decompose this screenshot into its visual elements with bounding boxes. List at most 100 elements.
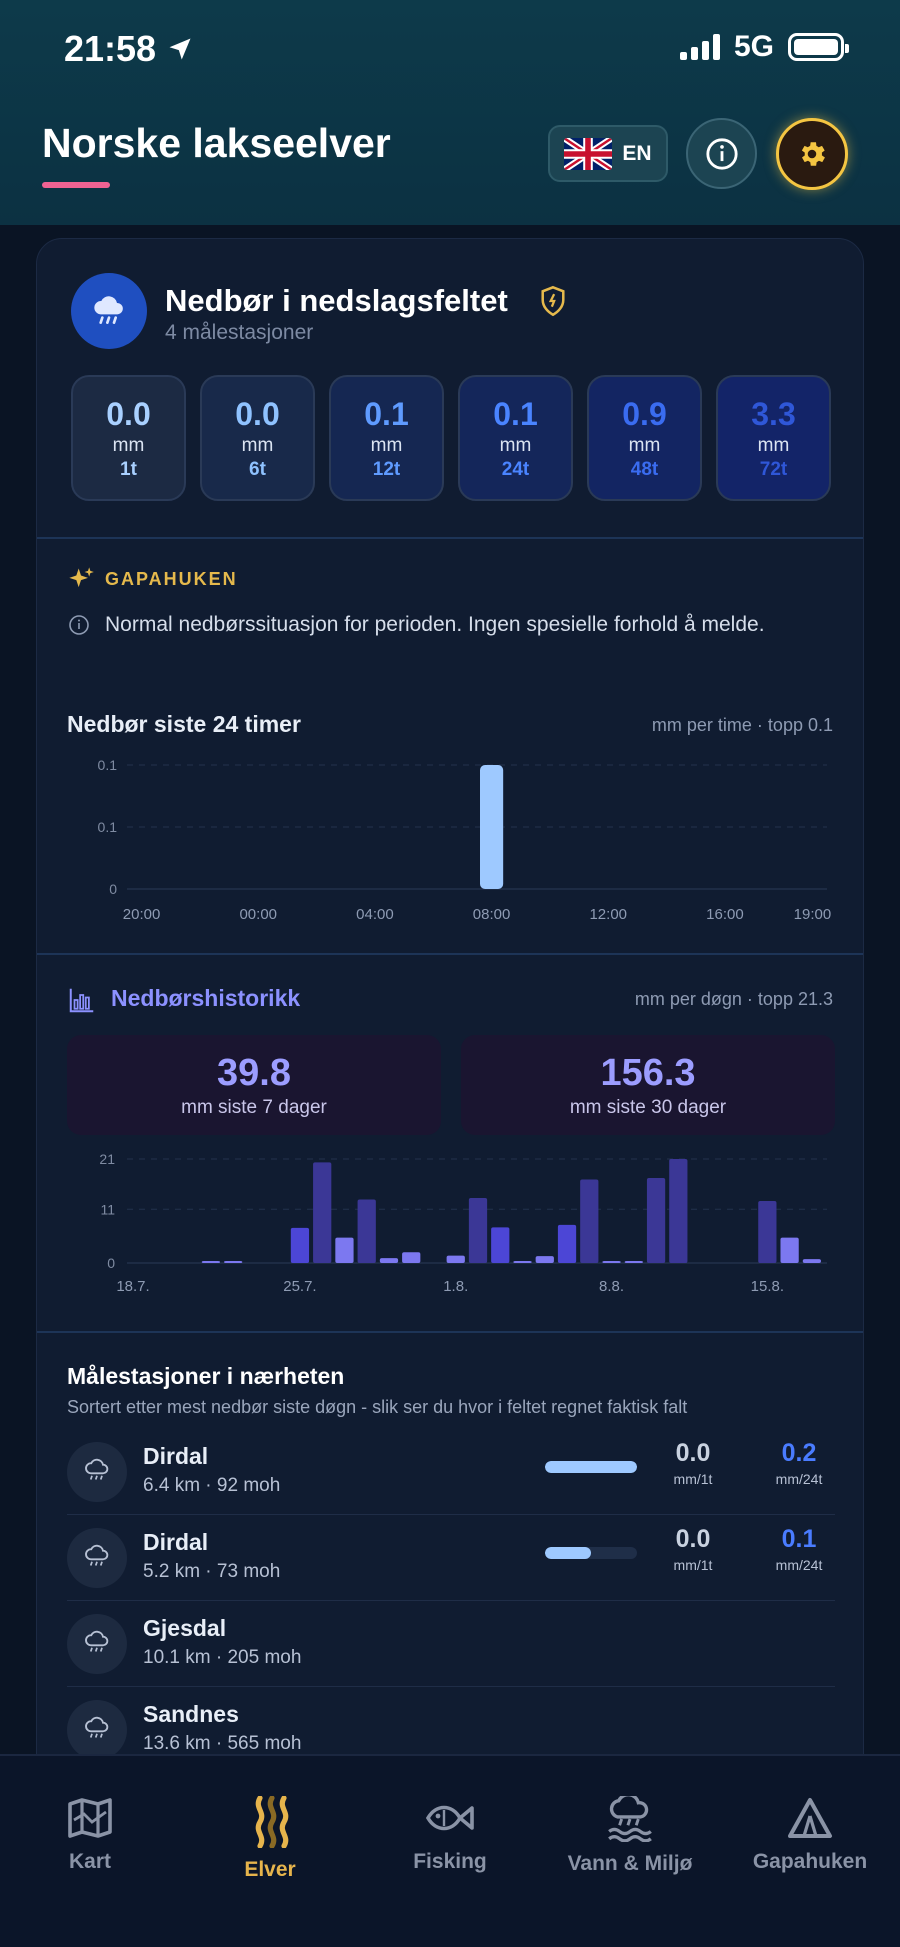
station-name: Sandnes (143, 1701, 239, 1727)
bar-08:00 (480, 765, 504, 889)
nav-elver[interactable]: Elver (180, 1796, 360, 1882)
nav-fisking[interactable]: Fisking (360, 1796, 540, 1874)
precip-tiles: 0.0 mm 1t 0.0 mm 6t 0.1 mm 12t 0.1 mm 24t 0.9 mm 48t 3.… (71, 375, 831, 501)
bar-29.7. (379, 1258, 399, 1263)
station-row[interactable]: Dirdal 6.4 km · 92 moh 0.0 mm/1t 0.2 mm/24t (67, 1429, 835, 1515)
info-button[interactable] (686, 118, 757, 189)
unit-24h: mm/24t (775, 1557, 823, 1573)
bar-2.8. (468, 1198, 488, 1263)
nav-vann-miljo[interactable]: Vann & Miljø (540, 1796, 720, 1876)
bar-17.8. (802, 1259, 821, 1263)
river-icon (255, 1796, 289, 1848)
shield-icon (541, 285, 565, 317)
rain-cloud-icon (67, 1442, 127, 1502)
bar-10.8. (646, 1178, 666, 1263)
tile-unit: mm (499, 434, 532, 456)
value-24h: 0.1 (781, 1525, 817, 1553)
language-label: EN (622, 141, 652, 165)
tile-unit: mm (370, 434, 403, 456)
unit-24h: mm/24t (775, 1471, 823, 1487)
bar-28.7. (357, 1199, 376, 1263)
sum-7-label: mm siste 7 dager (181, 1096, 327, 1118)
nav-label: Gapahuken (752, 1850, 868, 1873)
bar-27.7. (335, 1237, 354, 1263)
rain-cloud-icon (71, 273, 147, 349)
precip-bar (545, 1547, 637, 1559)
x-tick-label: 04:00 (356, 906, 394, 923)
clock: 21:58 (64, 28, 157, 69)
tile-value: 0.0 (235, 395, 280, 432)
settings-button[interactable] (776, 118, 848, 190)
bar-9.8. (624, 1261, 643, 1263)
precip-tile-12t: 0.1 mm 12t (329, 375, 444, 501)
bar-11.8. (669, 1159, 688, 1263)
hourly-chart-meta: mm per time · topp 0.1 (651, 715, 833, 735)
unit-1h: mm/1t (673, 1471, 713, 1487)
language-button[interactable]: EN (548, 125, 668, 182)
precip-tile-48t: 0.9 mm 48t (587, 375, 702, 501)
sum-7-value: 39.8 (217, 1051, 291, 1094)
hourly-chart: 0.1 0.1 0 20:00 00:00 04:00 08:00 12:00 16:00 19:… (37, 749, 863, 934)
bar-22.7. (224, 1261, 243, 1263)
nav-kart[interactable]: Kart (0, 1796, 180, 1874)
sum-30-label: mm siste 30 dager (569, 1096, 727, 1118)
y-tick-label: 21 (99, 1151, 115, 1167)
x-tick-label: 1.8. (443, 1278, 468, 1295)
bar-6.8. (557, 1224, 577, 1263)
hourly-chart-title: Nedbør siste 24 timer (67, 711, 301, 737)
gear-icon (801, 142, 825, 166)
nav-label: Vann & Miljø (567, 1852, 693, 1875)
station-row[interactable]: Sandnes 13.6 km · 565 moh (67, 1687, 835, 1773)
x-tick-label: 25.7. (283, 1278, 316, 1295)
tile-unit: mm (241, 434, 274, 456)
bottom-nav: Kart Elver Fisking Vann & Miljø Gapahuke… (0, 1754, 900, 1947)
station-name: Gjesdal (143, 1615, 227, 1641)
network-label: 5G (733, 30, 774, 63)
precipitation-card: Nedbør i nedslagsfeltet 4 målestasjoner … (36, 238, 864, 1798)
station-row[interactable]: Dirdal 5.2 km · 73 moh 0.0 mm/1t 0.1 mm/24t (67, 1515, 835, 1601)
x-tick-label: 15.8. (751, 1278, 784, 1295)
nav-gapahuken[interactable]: Gapahuken (720, 1796, 900, 1874)
bar-21.7. (201, 1261, 221, 1263)
sum-30-value: 156.3 (600, 1051, 696, 1094)
x-tick-label: 18.7. (116, 1278, 149, 1295)
shelter-icon (788, 1798, 832, 1838)
page-title: Norske lakseelver (42, 120, 391, 166)
bar-4.8. (513, 1261, 532, 1263)
info-icon (705, 137, 738, 170)
battery-icon (788, 33, 849, 61)
y-tick-label: 0.1 (98, 757, 118, 773)
station-detail: 10.1 km · 205 moh (143, 1647, 302, 1668)
tile-period: 24t (501, 458, 530, 480)
precip-title: Nedbør i nedslagsfeltet (165, 283, 508, 318)
bar-25.7. (290, 1227, 310, 1263)
rain-cloud-icon (67, 1700, 127, 1760)
divider (37, 537, 863, 539)
status-bar-right: 5G (679, 30, 849, 64)
x-tick-label: 20:00 (123, 906, 161, 923)
precip-subtitle: 4 målestasjoner (165, 321, 314, 344)
status-bar-time: 21:58 (64, 28, 194, 70)
location-arrow-icon (169, 38, 191, 60)
value-1h: 0.0 (675, 1525, 711, 1553)
app-header: 21:58 5G Norske lakseelver EN (0, 0, 900, 225)
bar-chart-icon (69, 988, 94, 1013)
rain-cloud-icon (67, 1528, 127, 1588)
nav-label: Kart (68, 1850, 111, 1873)
uk-flag-icon (564, 137, 613, 170)
bar-26.7. (313, 1162, 332, 1263)
y-tick-label: 0 (107, 1255, 115, 1271)
tile-period: 72t (759, 458, 788, 480)
bar-30.7. (402, 1252, 421, 1263)
ai-summary-text: Normal nedbørssituasjon for perioden. In… (105, 613, 765, 636)
map-icon (68, 1798, 112, 1838)
station-detail: 13.6 km · 565 moh (143, 1733, 302, 1754)
y-tick-label: 11 (100, 1201, 115, 1217)
station-row[interactable]: Gjesdal 10.1 km · 205 moh (67, 1601, 835, 1687)
stations-subtitle: Sortert etter mest nedbør siste døgn - s… (67, 1397, 688, 1417)
precip-tile-6t: 0.0 mm 6t (200, 375, 315, 501)
history-meta: mm per døgn · topp 21.3 (634, 989, 833, 1009)
tile-unit: mm (628, 434, 661, 456)
bar-8.8. (602, 1261, 621, 1263)
x-tick-label: 08:00 (473, 906, 511, 923)
